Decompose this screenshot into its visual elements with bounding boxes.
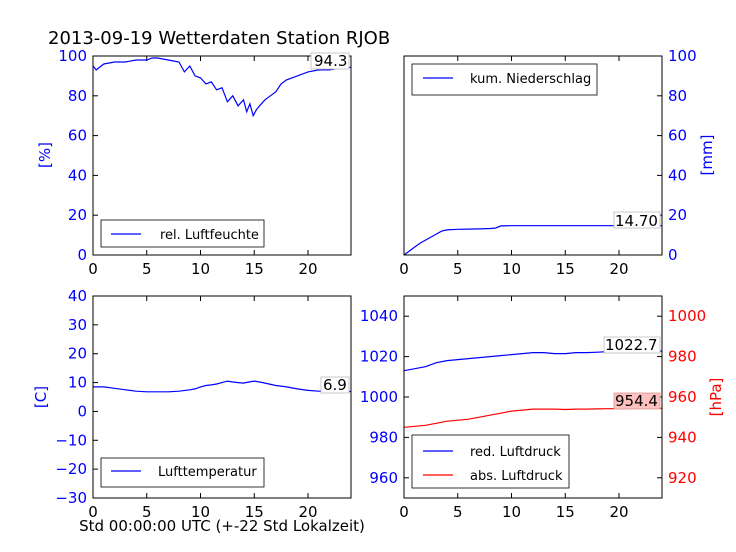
x-axis-label: Std 00:00:00 UTC (+-22 Std Lokalzeit) [79, 517, 365, 535]
annotation-reduced-pressure: 1022.7 [603, 336, 661, 354]
annotation-humidity: 94.3 [310, 52, 350, 70]
chart-title: 2013-09-19 Wetterdaten Station RJOB [48, 28, 390, 49]
humidity-y-tick-label: 20 [68, 206, 87, 224]
humidity-y-tick-label: 0 [77, 246, 87, 264]
legend-humidity: rel. Luftfeuchte [100, 219, 265, 248]
pressure-left-y-tick-label: 960 [369, 469, 398, 487]
temperature-y-tick-label: −10 [55, 431, 87, 449]
pressure-right-y-tick-label: 940 [668, 428, 697, 446]
humidity-x-tick-label: 0 [88, 260, 98, 278]
pressure-left-y-tick-label: 1020 [360, 348, 398, 366]
pressure-x-tick-label: 0 [399, 503, 409, 521]
annotation-humidity-value: 94.3 [314, 52, 347, 70]
temperature-x-tick-label: 20 [298, 503, 317, 521]
temperature-y-tick-label: 0 [77, 402, 87, 420]
series-absolute-pressure-line [403, 407, 662, 428]
humidity-x-tick-label: 5 [142, 260, 152, 278]
panel-precipitation: 0 5 10 15 20 0 20 40 60 80 100 kum. Niederschlag 1… [399, 47, 716, 278]
ylabel-pressure: [hPa] [707, 378, 725, 417]
pressure-right-y-tick-label: 980 [668, 348, 697, 366]
pressure-right-y-tick-label: 960 [668, 388, 697, 406]
temperature-y-tick-label: −20 [55, 460, 87, 478]
ylabel-humidity: [%] [36, 142, 54, 168]
annotation-reduced-pressure-value: 1022.7 [605, 336, 658, 354]
series-precipitation-line [403, 225, 662, 256]
precipitation-x-tick-label: 5 [453, 260, 463, 278]
plot-frame-humidity [92, 55, 352, 256]
legend-temperature: Lufttemperatur [100, 457, 265, 488]
panel-humidity: 0 5 10 15 20 0 20 40 60 80 100 rel. Luftfeuchte 94… [36, 47, 352, 278]
panel-pressure: 0 5 10 15 20 960 980 1000 1020 1040 920 940 960 980 10… [360, 295, 725, 521]
series-temperature-line [93, 380, 351, 393]
legend-label-precipitation: kum. Niederschlag [470, 72, 591, 87]
pressure-left-y-tick-label: 1040 [360, 307, 398, 325]
temperature-x-tick-label: 5 [142, 503, 152, 521]
annotation-precipitation: 14.70 [613, 211, 661, 230]
precipitation-x-tick-label: 0 [399, 260, 409, 278]
legend-pressure: red. Luftdruck abs. Luftdruck [411, 434, 570, 489]
plot-frame-temperature [92, 295, 352, 499]
humidity-y-tick-label: 60 [68, 127, 87, 145]
legend-label-temperature: Lufttemperatur [158, 465, 257, 480]
legend-precipitation: kum. Niederschlag [411, 63, 598, 96]
annotation-precipitation-value: 14.70 [615, 212, 658, 230]
precipitation-y-tick-label: 40 [668, 166, 687, 184]
precipitation-y-tick-label: 20 [668, 206, 687, 224]
annotation-temperature-value: 6.9 [323, 376, 347, 394]
precipitation-x-tick-label: 15 [556, 260, 575, 278]
pressure-x-tick-label: 5 [453, 503, 463, 521]
humidity-y-tick-label: 100 [58, 47, 87, 65]
pressure-x-tick-label: 10 [502, 503, 521, 521]
ylabel-precipitation: [mm] [698, 135, 716, 176]
temperature-y-tick-label: 30 [68, 316, 87, 334]
pressure-x-tick-label: 15 [556, 503, 575, 521]
humidity-y-tick-label: 80 [68, 87, 87, 105]
panel-temperature: 0 5 10 15 20 −30 −20 −10 0 10 20 30 40 Lufttemperatu… [32, 287, 365, 535]
precipitation-y-tick-label: 60 [668, 127, 687, 145]
precipitation-y-tick-label: 0 [668, 246, 678, 264]
annotation-temperature: 6.9 [320, 376, 350, 394]
plot-frame-precipitation [403, 55, 663, 256]
temperature-y-tick-label: 40 [68, 287, 87, 305]
precipitation-x-tick-label: 10 [502, 260, 521, 278]
pressure-right-y-tick-label: 1000 [668, 307, 706, 325]
plot-frame-pressure [403, 295, 663, 499]
pressure-x-tick-label: 20 [609, 503, 628, 521]
series-humidity-line [92, 57, 352, 118]
ylabel-temperature: [C] [32, 386, 50, 408]
annotation-absolute-pressure-value: 954.4 [615, 392, 658, 410]
precipitation-x-tick-label: 20 [609, 260, 628, 278]
precipitation-y-tick-label: 80 [668, 87, 687, 105]
precipitation-y-tick-label: 100 [668, 47, 697, 65]
humidity-y-tick-label: 40 [68, 166, 87, 184]
annotation-absolute-pressure: 954.4 [613, 392, 661, 410]
temperature-x-tick-label: 0 [88, 503, 98, 521]
pressure-right-y-tick-label: 920 [668, 469, 697, 487]
pressure-left-y-tick-label: 1000 [360, 388, 398, 406]
temperature-y-tick-label: −30 [55, 489, 87, 507]
legend-label-absolute-pressure: abs. Luftdruck [470, 469, 563, 484]
series-reduced-pressure-line [403, 350, 662, 372]
temperature-x-tick-label: 10 [191, 503, 210, 521]
temperature-x-tick-label: 15 [245, 503, 264, 521]
pressure-left-y-tick-label: 980 [369, 428, 398, 446]
temperature-y-tick-label: 20 [68, 345, 87, 363]
humidity-x-tick-label: 15 [245, 260, 264, 278]
legend-label-reduced-pressure: red. Luftdruck [470, 445, 561, 460]
humidity-x-tick-label: 20 [298, 260, 317, 278]
legend-label-humidity: rel. Luftfeuchte [160, 228, 259, 243]
temperature-y-tick-label: 10 [68, 374, 87, 392]
humidity-x-tick-label: 10 [191, 260, 210, 278]
